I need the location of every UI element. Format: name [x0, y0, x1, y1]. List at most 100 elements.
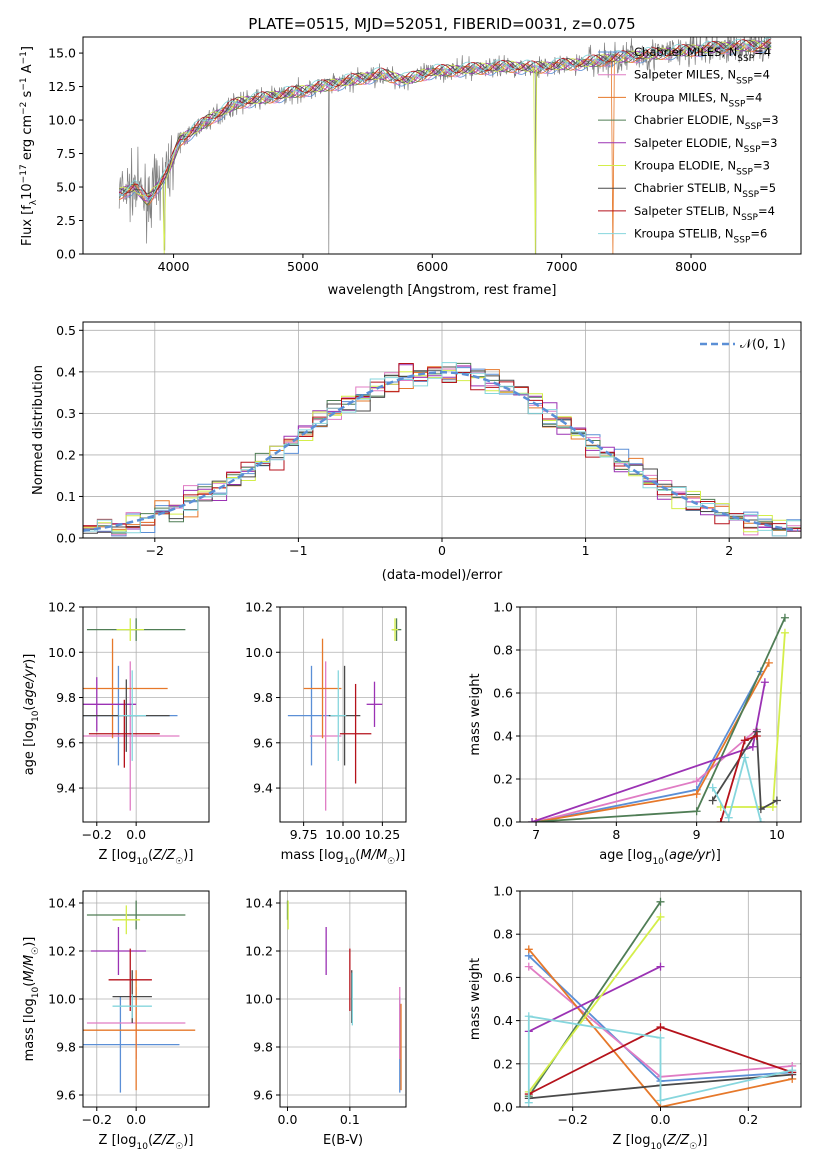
panel-age_vs_Z: −0.2 0.0 9.4 9.6 9.8 10.0 10.2	[48, 600, 210, 842]
label-part: Z [log	[99, 1133, 137, 1148]
x-tick-label: 10	[769, 827, 785, 842]
mass-weight-marker	[708, 796, 717, 805]
label-part: (	[664, 848, 669, 863]
label-part: Z [log	[99, 848, 137, 863]
model-spectrum	[119, 40, 772, 254]
model-spectrum	[119, 37, 772, 201]
label-part: )]	[22, 937, 37, 947]
label-part: E(B-V)	[323, 1133, 363, 1148]
mass-weight-marker	[772, 796, 781, 805]
mass-weight-line	[528, 916, 662, 1093]
x-axis-label: age [log10(age/yr)]	[599, 848, 721, 867]
x-axis-label: Z [log10(Z/Z☉)]	[613, 1133, 708, 1152]
label-part: (	[148, 1133, 153, 1148]
y-tick-label: 9.6	[253, 1088, 273, 1103]
label-part: M/M	[360, 848, 387, 863]
mass-weight-line	[720, 632, 786, 808]
y-tick-label: 0.3	[56, 406, 76, 421]
y-tick-label: 0.0	[493, 1100, 513, 1115]
legend-entry: Kroupa ELODIE, NSSP=3	[634, 159, 770, 178]
mass-weight-marker	[656, 962, 665, 971]
y-tick-label: 10.4	[245, 896, 273, 911]
label-part: age/yr	[669, 848, 712, 863]
chart-title: PLATE=0515, MJD=52051, FIBERID=0031, z=0…	[248, 15, 635, 33]
y-axis-label: mass weight	[468, 958, 483, 1040]
x-axis-label: E(B-V)	[323, 1133, 363, 1148]
plot-area	[83, 900, 196, 1093]
label-part: 10	[344, 857, 356, 867]
x-axis-label: Z [log10(Z/Z☉)]	[99, 1133, 194, 1152]
panel-mass_vs_Z: −0.2 0.0 9.6 9.8 10.0 10.2 10.4	[48, 890, 210, 1127]
legend-entry: Kroupa MILES, NSSP=4	[634, 90, 762, 109]
mass-weight-marker	[524, 1012, 533, 1021]
label-part: SSP	[736, 77, 753, 87]
y-tick-label: 10.2	[48, 600, 76, 615]
y-tick-label: 1.0	[493, 884, 513, 899]
label-part: =4	[753, 68, 770, 82]
x-axis-label: (data-model)/error	[382, 568, 503, 583]
y-tick-label: 9.4	[56, 781, 76, 796]
label-part: (	[355, 848, 360, 863]
x-tick-label: 7000	[546, 259, 578, 274]
label-part: (	[662, 1133, 667, 1148]
mass-weight-marker	[524, 962, 533, 971]
x-tick-label: 10.25	[364, 827, 400, 842]
label-part: ☉	[175, 1142, 183, 1152]
label-part: Salpeter STELIB, N	[634, 204, 741, 218]
label-part: =4	[745, 90, 762, 104]
x-tick-label: 1	[582, 543, 590, 558]
plot-area	[287, 618, 402, 811]
axes-frame	[519, 606, 802, 823]
label-part: erg cm	[20, 115, 35, 164]
label-part: )]	[183, 1133, 193, 1148]
label-part: Kroupa MILES, N	[634, 90, 729, 104]
label-part: )]	[395, 848, 405, 863]
label-part: Kroupa ELODIE, N	[634, 159, 736, 173]
mass-weight-marker	[780, 628, 789, 637]
label-part: (	[148, 848, 153, 863]
label-part: 10	[650, 1142, 662, 1152]
y-tick-label: 0.4	[56, 364, 76, 379]
mass-weight-marker	[692, 790, 701, 799]
plot-area	[524, 897, 797, 1107]
label-part: Kroupa STELIB, N	[634, 227, 734, 241]
label-part: Chabrier MILES, N	[634, 45, 737, 59]
legend-entry: Salpeter MILES, NSSP=4	[634, 68, 770, 87]
y-tick-label: 1.0	[493, 600, 513, 615]
label-part: SSP	[745, 122, 762, 132]
mass-weight-marker	[692, 777, 701, 786]
label-part: mass [log	[22, 998, 37, 1061]
label-part: Chabrier STELIB, N	[634, 181, 742, 195]
x-tick-label: −0.2	[82, 827, 112, 842]
label-part: Z/Z	[666, 1133, 690, 1148]
label-part: )]	[711, 848, 721, 863]
label-part: Flux [f	[20, 205, 35, 246]
label-part: Salpeter ELODIE, N	[634, 136, 744, 150]
mass-weight-line	[528, 948, 793, 1107]
y-tick-label: 10.0	[48, 645, 76, 660]
label-part: =3	[753, 159, 770, 173]
x-tick-label: 5000	[287, 259, 319, 274]
x-tick-label: 0.1	[340, 1112, 360, 1127]
label-part: 10	[136, 1142, 148, 1152]
plot-area	[83, 362, 801, 537]
label-part: SSP	[742, 190, 759, 200]
y-tick-label: 10.4	[48, 896, 76, 911]
mass-weight-marker	[764, 658, 773, 667]
y-tick-label: 15.0	[48, 46, 76, 61]
mass-weight-marker	[740, 753, 749, 762]
label-part: )]	[697, 1133, 707, 1148]
mass-weight-marker	[708, 783, 717, 792]
label-part: 10	[136, 857, 148, 867]
label-part: SSP	[734, 236, 751, 246]
mass-weight-marker	[768, 802, 777, 811]
mass-weight-marker	[756, 818, 765, 822]
y-tick-label: 10.2	[48, 944, 76, 959]
y-tick-label: 9.4	[253, 781, 273, 796]
label-part: mass [log	[281, 848, 344, 863]
x-tick-label: −0.2	[558, 1112, 588, 1127]
mass-weight-marker	[656, 1023, 665, 1032]
label-part: s	[20, 90, 35, 101]
y-tick-label: 10.0	[48, 992, 76, 1007]
y-axis-label: Flux [fλ10−17 erg cm−2 s−1 A−1]	[19, 46, 39, 246]
